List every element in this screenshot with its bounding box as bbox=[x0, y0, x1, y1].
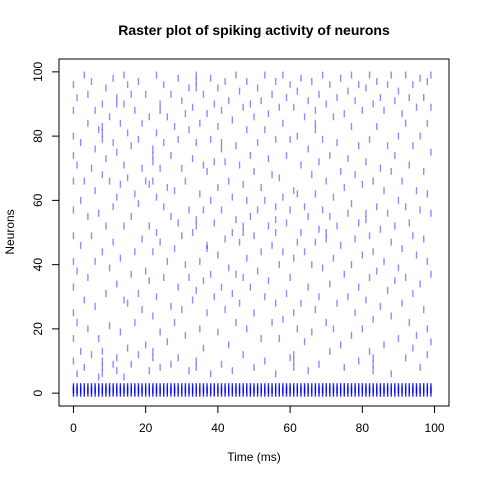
y-tick-label: 80 bbox=[31, 129, 45, 143]
chart-title: Raster plot of spiking activity of neuro… bbox=[118, 22, 390, 38]
x-tick-label: 60 bbox=[283, 421, 297, 435]
x-tick-label: 80 bbox=[356, 421, 370, 435]
x-tick-label: 40 bbox=[211, 421, 225, 435]
y-tick-label: 40 bbox=[31, 258, 45, 272]
y-axis: 0 20 40 60 80 100 bbox=[31, 62, 60, 396]
y-tick-label: 20 bbox=[31, 322, 45, 336]
y-tick-label: 60 bbox=[31, 193, 45, 207]
x-axis: 0 20 40 60 80 100 bbox=[70, 405, 445, 435]
y-tick-label: 100 bbox=[31, 62, 45, 82]
x-tick-label: 0 bbox=[70, 421, 77, 435]
x-axis-label: Time (ms) bbox=[227, 450, 281, 464]
x-tick-label: 100 bbox=[425, 421, 445, 435]
x-tick-label: 20 bbox=[139, 421, 153, 435]
y-axis-label: Neurons bbox=[3, 209, 17, 254]
spike-marks bbox=[72, 71, 432, 397]
y-tick-label: 0 bbox=[31, 389, 45, 396]
